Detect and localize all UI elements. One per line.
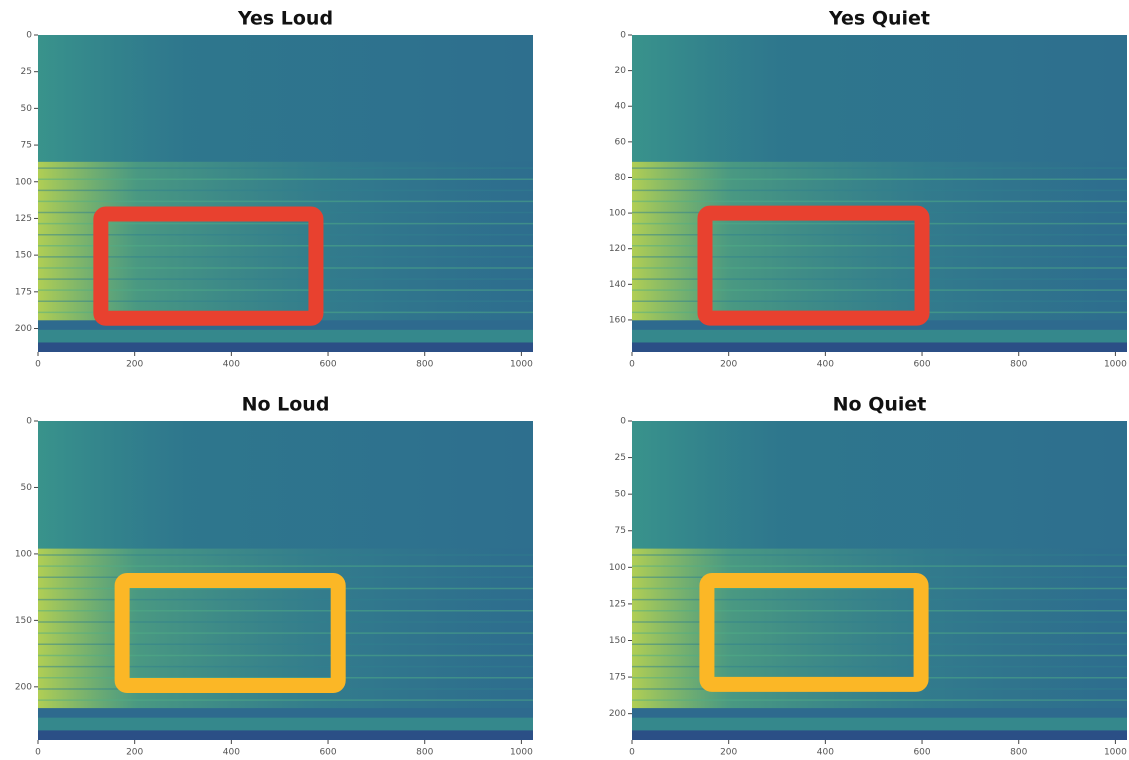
y-tick-label: 75	[615, 526, 626, 536]
y-tick-label: 40	[615, 102, 627, 112]
spectrogram-band	[632, 421, 1127, 549]
y-tick-label: 200	[15, 682, 32, 692]
y-tick-label: 80	[615, 173, 627, 183]
y-tick-label: 100	[15, 177, 32, 187]
x-tick-label: 200	[126, 360, 143, 370]
spectrogram-band	[632, 717, 1127, 731]
y-tick-label: 75	[21, 141, 32, 151]
x-tick-label: 0	[629, 748, 635, 758]
x-tick-label: 800	[1010, 360, 1027, 370]
y-tick-label: 50	[615, 490, 627, 500]
y-tick-label: 150	[609, 636, 626, 646]
y-tick-label: 25	[615, 453, 626, 463]
y-tick-label: 100	[15, 549, 32, 559]
y-tick-label: 175	[15, 287, 32, 297]
x-tick-label: 600	[913, 360, 930, 370]
spectrogram-band	[38, 421, 533, 549]
spectrogram-band	[38, 342, 533, 352]
x-tick-label: 600	[319, 748, 336, 758]
y-tick-label: 100	[609, 209, 626, 219]
spectrogram-band	[632, 329, 1127, 343]
y-tick-label: 200	[609, 709, 626, 719]
y-tick-label: 100	[609, 563, 626, 573]
chart-title: No Quiet	[833, 394, 927, 416]
highlight-box	[697, 205, 930, 326]
y-tick-label: 20	[615, 66, 627, 76]
x-tick-label: 400	[817, 748, 834, 758]
y-tick-label: 0	[26, 31, 32, 41]
x-tick-label: 1000	[1104, 748, 1127, 758]
chart-title: No Loud	[242, 394, 330, 416]
y-tick-label: 0	[620, 417, 626, 427]
x-tick-label: 0	[629, 360, 635, 370]
highlight-box	[699, 573, 929, 692]
y-tick-label: 50	[21, 483, 33, 493]
spectrogram-band	[38, 730, 533, 740]
y-tick-label: 25	[21, 67, 32, 77]
x-tick-label: 0	[35, 748, 41, 758]
y-tick-label: 60	[615, 137, 627, 147]
x-tick-label: 400	[223, 748, 240, 758]
spectrogram-band	[632, 161, 1127, 321]
highlight-box	[93, 206, 324, 326]
x-tick-label: 800	[416, 360, 433, 370]
x-tick-label: 1000	[510, 748, 533, 758]
y-tick-label: 0	[620, 31, 626, 41]
spectrogram-band	[38, 35, 533, 162]
x-tick-label: 200	[126, 748, 143, 758]
chart-title: Yes Loud	[237, 8, 333, 30]
y-tick-label: 150	[15, 616, 32, 626]
x-tick-label: 200	[720, 748, 737, 758]
x-tick-label: 800	[416, 748, 433, 758]
spectrogram-band	[632, 342, 1127, 352]
highlight-box	[114, 573, 346, 694]
y-tick-label: 200	[15, 324, 32, 334]
x-tick-label: 0	[35, 360, 41, 370]
x-tick-label: 600	[319, 360, 336, 370]
x-tick-label: 600	[913, 748, 930, 758]
y-tick-label: 0	[26, 417, 32, 427]
y-tick-label: 150	[15, 251, 32, 261]
y-tick-label: 175	[609, 673, 626, 683]
spectrogram-band	[632, 35, 1127, 162]
y-tick-label: 160	[609, 315, 626, 325]
x-tick-label: 200	[720, 360, 737, 370]
x-tick-label: 400	[223, 360, 240, 370]
x-tick-label: 800	[1010, 748, 1027, 758]
y-tick-label: 140	[609, 280, 626, 290]
y-tick-label: 125	[15, 214, 32, 224]
x-tick-label: 400	[817, 360, 834, 370]
y-tick-label: 125	[609, 599, 626, 609]
x-tick-label: 1000	[510, 360, 533, 370]
spectrogram-band	[38, 717, 533, 731]
spectrogram-band	[38, 329, 533, 343]
x-tick-label: 1000	[1104, 360, 1127, 370]
y-tick-label: 50	[21, 104, 33, 114]
spectrogram-band	[632, 730, 1127, 740]
y-tick-label: 120	[609, 244, 626, 254]
chart-title: Yes Quiet	[828, 8, 930, 30]
spectrogram-band	[38, 161, 533, 321]
